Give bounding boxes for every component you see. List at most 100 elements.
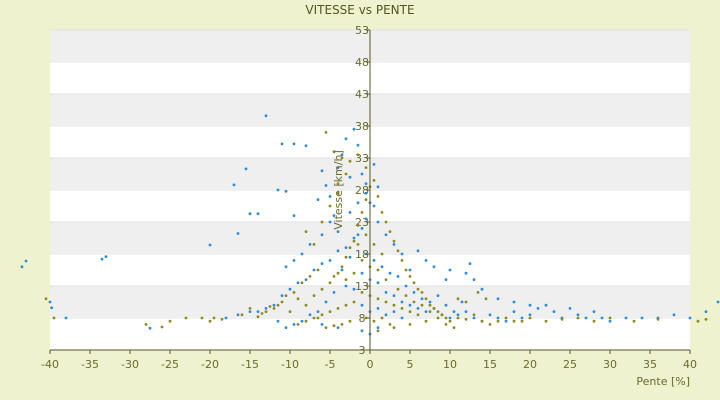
data-point-olive xyxy=(372,179,376,182)
data-point-blue xyxy=(284,265,288,269)
data-point-blue xyxy=(544,303,548,307)
data-point-olive xyxy=(280,300,284,304)
data-point-blue xyxy=(568,307,572,310)
data-point-olive xyxy=(444,316,448,320)
data-point-blue xyxy=(328,220,332,224)
data-point-olive xyxy=(480,319,484,323)
data-point-olive xyxy=(656,317,660,321)
data-point-olive xyxy=(272,307,276,310)
data-point-olive xyxy=(436,316,440,320)
data-point-olive xyxy=(348,159,352,163)
x-tick-labels: -40 -35 -30 -25 -20 -15 -10 -5 0 5 10 15 20 25 30 35 40 xyxy=(41,358,697,371)
data-point-olive xyxy=(352,300,356,304)
data-point-olive xyxy=(360,259,364,262)
data-point-olive xyxy=(392,303,396,307)
data-point-blue xyxy=(372,204,376,208)
data-point-olive xyxy=(436,310,440,313)
data-point-blue xyxy=(324,184,328,187)
data-point-blue xyxy=(276,319,280,323)
data-point-blue xyxy=(348,211,352,214)
data-point-olive xyxy=(512,319,516,323)
data-point-olive xyxy=(360,211,364,214)
data-point-blue xyxy=(336,166,340,170)
data-point-olive xyxy=(476,291,480,294)
data-point-olive xyxy=(200,316,204,320)
data-point-blue xyxy=(716,300,720,304)
data-point-olive xyxy=(248,307,252,310)
data-point-olive xyxy=(384,300,388,304)
data-point-blue xyxy=(456,313,460,317)
data-point-olive xyxy=(340,156,344,160)
data-point-olive xyxy=(380,252,384,256)
data-point-olive xyxy=(304,230,308,234)
data-point-olive xyxy=(464,300,468,304)
data-point-blue xyxy=(332,291,336,294)
data-point-olive xyxy=(400,259,404,262)
data-point-olive xyxy=(264,310,268,313)
data-point-blue xyxy=(244,167,248,171)
data-point-blue xyxy=(412,291,416,294)
data-point-blue xyxy=(460,300,464,304)
data-point-olive xyxy=(408,275,412,278)
x-tick-label: -30 xyxy=(121,358,139,371)
data-point-blue xyxy=(48,300,52,304)
x-tick-label: 35 xyxy=(643,358,657,371)
data-point-blue xyxy=(392,243,396,246)
data-point-blue xyxy=(364,182,368,186)
data-point-blue xyxy=(300,319,304,323)
data-point-olive xyxy=(332,324,336,328)
data-point-blue xyxy=(336,249,340,253)
data-point-blue xyxy=(344,246,348,250)
data-point-blue xyxy=(236,313,240,317)
data-point-blue xyxy=(332,214,336,218)
data-point-blue xyxy=(292,259,296,262)
data-point-olive xyxy=(704,317,708,321)
y-tick-labels: 38131823283338434853 xyxy=(355,24,369,357)
x-tick-label: 5 xyxy=(407,358,414,371)
data-point-blue xyxy=(448,268,452,272)
x-axis-title: Pente [%] xyxy=(636,375,690,388)
data-point-blue xyxy=(272,303,276,307)
x-tick-label: 10 xyxy=(443,358,457,371)
data-point-olive xyxy=(388,230,392,234)
data-point-olive xyxy=(400,307,404,310)
data-point-olive xyxy=(544,319,548,323)
data-point-blue xyxy=(672,313,676,317)
data-point-blue xyxy=(264,114,268,118)
data-point-blue xyxy=(208,243,212,247)
data-point-blue xyxy=(448,316,452,320)
y-tick-label: 43 xyxy=(355,88,369,101)
data-point-blue xyxy=(360,303,364,307)
data-point-olive xyxy=(416,287,420,291)
data-point-blue xyxy=(296,281,300,285)
data-point-blue xyxy=(284,189,288,193)
data-point-olive xyxy=(356,153,360,157)
data-point-blue xyxy=(320,323,324,326)
data-point-blue xyxy=(388,271,392,275)
data-point-blue xyxy=(312,268,316,272)
data-point-olive xyxy=(428,303,432,307)
data-point-olive xyxy=(308,275,312,278)
data-point-blue xyxy=(356,233,360,237)
data-point-olive xyxy=(312,294,316,297)
data-point-olive xyxy=(344,255,348,259)
data-point-blue xyxy=(576,313,580,317)
data-point-olive xyxy=(328,310,332,313)
data-point-olive xyxy=(336,271,340,275)
data-point-blue xyxy=(688,316,692,320)
data-point-olive xyxy=(404,294,408,297)
data-point-olive xyxy=(240,313,244,317)
data-point-blue xyxy=(344,284,348,288)
data-point-olive xyxy=(336,191,340,195)
data-point-blue xyxy=(376,185,380,189)
data-point-olive xyxy=(432,307,436,310)
data-point-blue xyxy=(280,142,284,146)
data-point-olive xyxy=(352,239,356,243)
data-point-blue xyxy=(340,153,344,157)
data-point-olive xyxy=(380,316,384,320)
data-point-blue xyxy=(400,300,404,304)
data-point-olive xyxy=(380,211,384,214)
data-point-olive xyxy=(348,246,352,250)
data-point-olive xyxy=(208,319,212,323)
